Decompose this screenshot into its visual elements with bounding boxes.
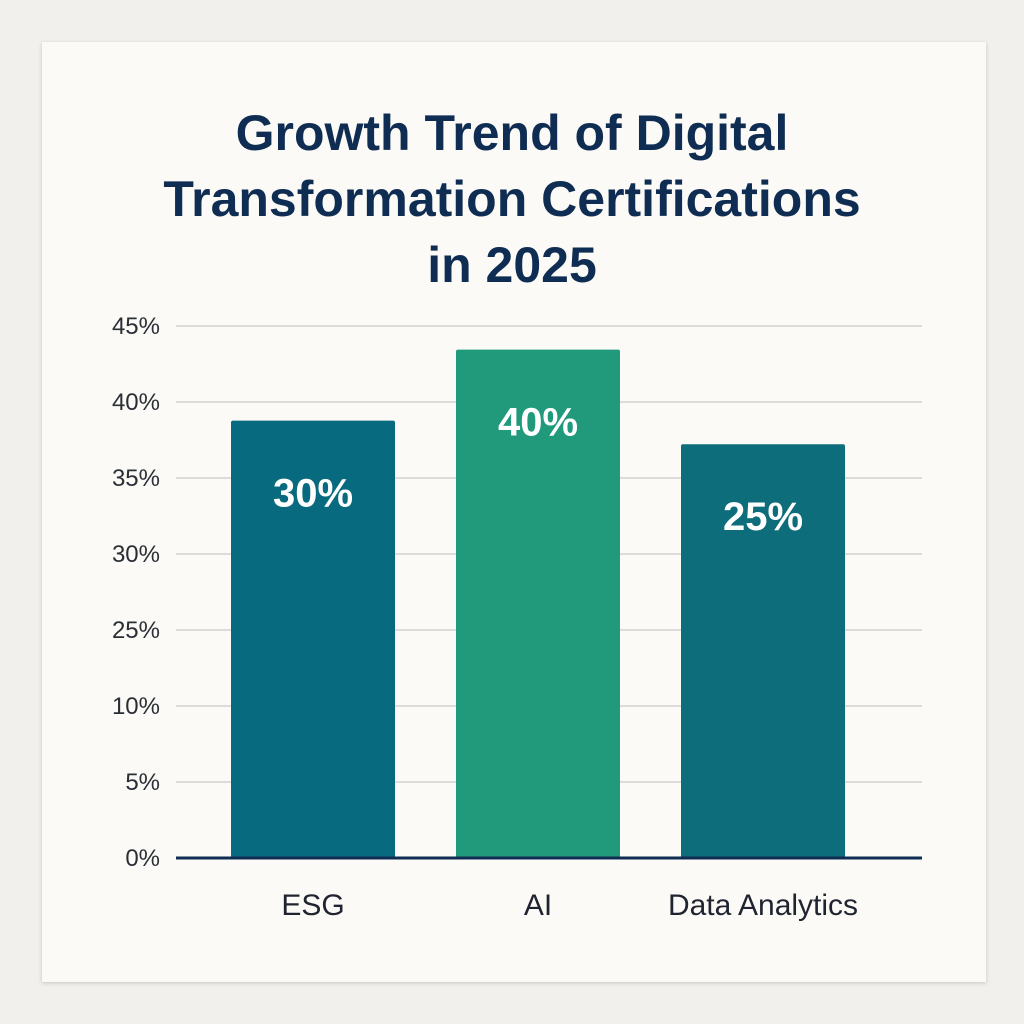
y-tick-label-7: 45% xyxy=(112,313,160,340)
y-tick-label-0: 0% xyxy=(125,845,160,872)
x-category-label-ai: AI xyxy=(524,889,552,922)
data-label-esg: 30% xyxy=(273,472,353,516)
bar-ai xyxy=(456,349,620,858)
chart-title-line-2: Transformation Certifications xyxy=(163,171,861,227)
y-tick-label-3: 25% xyxy=(112,617,160,644)
y-tick-label-4: 30% xyxy=(112,541,160,568)
data-label-data-analytics: 25% xyxy=(723,495,803,539)
bar-esg xyxy=(231,420,395,858)
bar-data-analytics xyxy=(681,444,845,858)
x-category-label-data-analytics: Data Analytics xyxy=(668,889,858,922)
chart-title-line-3: in 2025 xyxy=(427,237,597,293)
x-category-label-esg: ESG xyxy=(281,889,344,922)
chart-title-line-1: Growth Trend of Digital xyxy=(235,105,789,161)
data-label-ai: 40% xyxy=(498,401,578,445)
y-tick-label-1: 5% xyxy=(125,769,160,796)
chart-title: Growth Trend of Digital Transformation C… xyxy=(0,100,1024,298)
y-tick-label-6: 40% xyxy=(112,389,160,416)
y-tick-label-5: 35% xyxy=(112,465,160,492)
y-tick-label-2: 10% xyxy=(112,693,160,720)
